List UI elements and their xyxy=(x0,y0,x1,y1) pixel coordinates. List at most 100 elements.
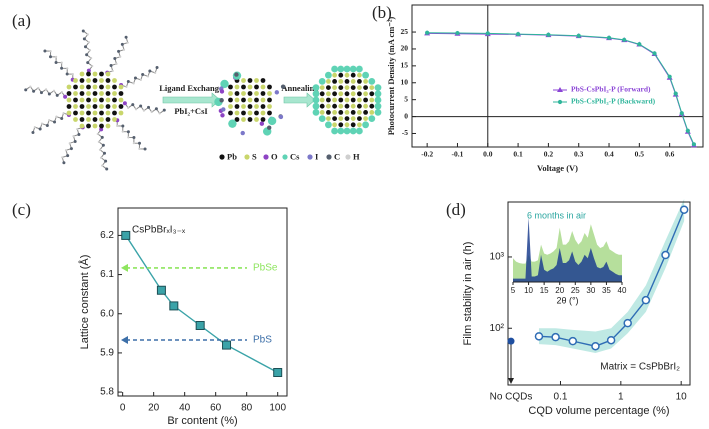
atom xyxy=(374,102,382,110)
atom xyxy=(357,116,362,121)
atom xyxy=(363,85,368,90)
y-tick-label: 10³ xyxy=(490,252,505,263)
atom xyxy=(254,97,259,103)
inset-x-tick-label: 30 xyxy=(586,286,595,295)
atom xyxy=(247,91,253,96)
atom xyxy=(326,110,331,115)
x-tick-label: 10 xyxy=(676,392,688,403)
marker xyxy=(425,30,430,35)
atom xyxy=(39,91,43,95)
atom xyxy=(86,91,91,96)
y-tick-label: 5.8 xyxy=(100,387,114,398)
atom xyxy=(369,91,375,97)
atom xyxy=(105,167,109,171)
atom xyxy=(241,117,246,122)
atom xyxy=(79,117,85,122)
marker xyxy=(455,30,460,36)
y-tick-label: 0 xyxy=(404,111,408,120)
marker xyxy=(557,99,563,105)
legend-label: PbS-CsPbI₃-P (Backward) xyxy=(571,97,656,106)
atom xyxy=(337,65,345,73)
atom xyxy=(228,104,233,109)
baseline-point xyxy=(507,337,515,345)
atom xyxy=(79,104,85,109)
atom xyxy=(105,97,111,103)
atom xyxy=(319,97,325,103)
atom xyxy=(73,104,78,109)
atom xyxy=(374,84,382,91)
atom xyxy=(79,71,85,77)
atom xyxy=(126,41,129,44)
atom xyxy=(228,91,233,96)
atom xyxy=(92,110,98,116)
atom xyxy=(343,127,351,135)
x-tick-label: 1 xyxy=(618,392,624,403)
atom xyxy=(319,85,325,90)
atom xyxy=(125,85,128,88)
marker xyxy=(534,332,544,341)
marker xyxy=(685,128,690,133)
atom xyxy=(241,78,246,83)
atom xyxy=(267,97,272,103)
legend-swatch xyxy=(282,154,288,160)
y-tick-label: 5 xyxy=(404,94,408,103)
atom xyxy=(234,110,240,116)
atom xyxy=(92,104,98,109)
y-tick-label: 6.2 xyxy=(100,230,114,241)
atom xyxy=(73,97,78,103)
atom xyxy=(357,122,362,128)
atom xyxy=(143,147,147,151)
atom xyxy=(357,91,362,97)
atom xyxy=(234,72,239,77)
atom xyxy=(81,29,85,33)
atom xyxy=(350,116,356,121)
atom xyxy=(259,121,265,126)
step-reagent: PbI₂+CsI xyxy=(174,106,208,116)
atom xyxy=(344,85,350,90)
marker xyxy=(606,35,612,40)
atom xyxy=(221,107,226,112)
atom xyxy=(92,97,98,103)
atom xyxy=(73,117,78,122)
legend-label: I xyxy=(315,151,319,161)
plot-frame xyxy=(411,4,704,148)
atom xyxy=(312,109,320,116)
atom xyxy=(254,110,259,116)
atom xyxy=(312,90,320,98)
atom xyxy=(247,84,253,90)
legend-swatch xyxy=(326,154,332,160)
atom xyxy=(332,103,337,109)
inset-x-tick-label: 25 xyxy=(571,286,580,295)
atom xyxy=(115,62,118,65)
atom xyxy=(79,97,85,103)
atom xyxy=(105,91,111,96)
atom xyxy=(104,159,108,163)
atom xyxy=(122,48,126,51)
atom xyxy=(99,78,104,83)
legend-swatch xyxy=(244,154,250,160)
plot-frame xyxy=(117,207,288,397)
atom xyxy=(54,61,58,65)
y-tick-label: 20 xyxy=(401,44,409,53)
atom xyxy=(99,110,104,116)
atom xyxy=(86,84,91,90)
atom xyxy=(374,90,382,98)
x-tick-label: 0.5 xyxy=(635,150,645,159)
legend-label: C xyxy=(334,151,340,161)
atom xyxy=(121,124,125,128)
plot-frame xyxy=(507,201,691,386)
x-tick-label: 40 xyxy=(179,403,191,414)
atom xyxy=(66,67,69,70)
marker xyxy=(576,33,581,38)
y-tick-label: 25 xyxy=(401,27,409,36)
atom xyxy=(32,89,36,93)
atom xyxy=(312,102,320,110)
atom xyxy=(33,126,36,129)
atom xyxy=(132,142,135,145)
inset-x-tick-label: 15 xyxy=(540,286,549,295)
atom xyxy=(73,78,78,83)
marker xyxy=(121,230,131,240)
x-axis-label: Br content (%) xyxy=(167,415,237,427)
atom xyxy=(260,84,266,90)
atom xyxy=(60,61,63,64)
